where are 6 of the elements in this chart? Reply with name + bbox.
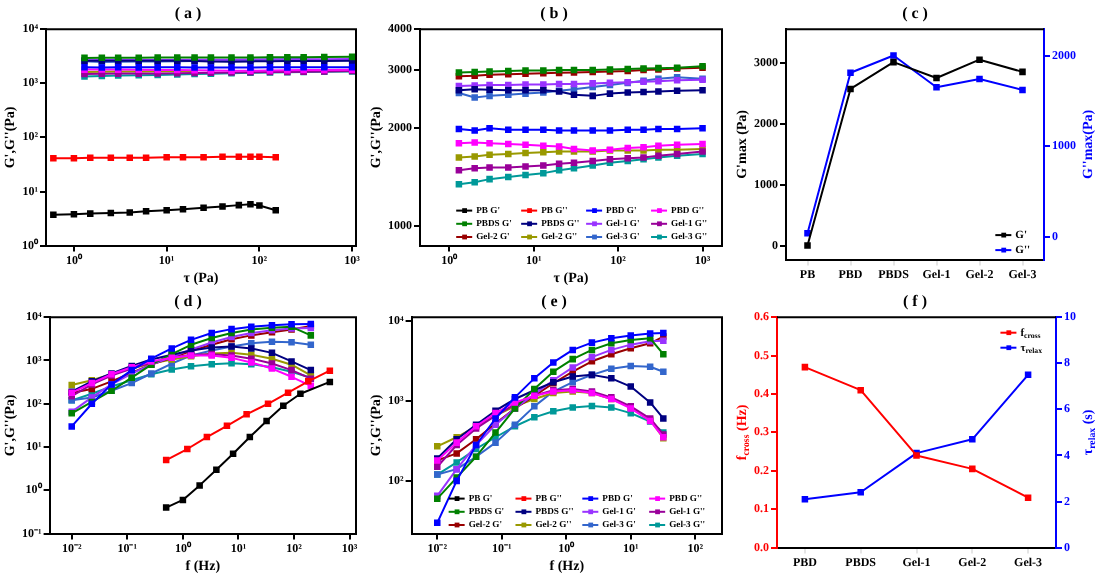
- chart-title: ( a ): [174, 3, 202, 22]
- chart-title: ( f ): [903, 291, 928, 310]
- chart-title: ( b ): [540, 3, 569, 22]
- chart-title: ( d ): [174, 291, 203, 310]
- chart-title: ( e ): [541, 291, 568, 310]
- chart-title: ( c ): [902, 3, 929, 22]
